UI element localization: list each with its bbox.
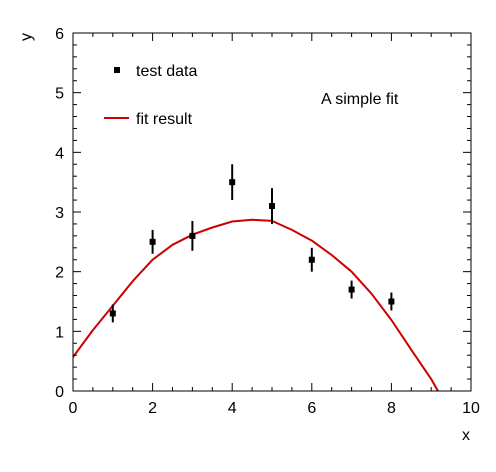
x-tick-label: 10 [462,400,480,417]
y-axis-title: y [18,33,35,41]
x-tick-label: 0 [69,400,78,417]
y-tick-label: 5 [55,86,64,103]
legend-label-test-data: test data [136,63,197,80]
fit-curve [73,218,439,391]
x-tick-label: 2 [148,400,157,417]
y-tick-label: 6 [55,26,64,43]
legend-label-fit-result: fit result [136,111,193,128]
x-axis-title: x [462,427,470,444]
legend-marker-test-data [114,67,120,73]
data-point [149,238,156,245]
y-tick-label: 2 [55,265,64,282]
data-point [269,203,275,210]
x-tick-label: 6 [307,400,316,417]
y-tick-label: 4 [55,145,64,162]
legend: test data fit result [104,63,197,128]
y-tick-label: 3 [55,205,64,222]
x-tick-label: 4 [228,400,237,417]
x-tick-label: 8 [387,400,396,417]
data-point [388,298,395,305]
data-point [308,256,315,263]
tick-group: 0 2 4 6 8 10 0 1 2 3 4 5 6 [55,26,480,417]
data-point [348,286,355,293]
plot-content [73,164,439,391]
y-tick-label: 0 [55,384,64,401]
data-point [229,179,236,186]
chart-annotation: A simple fit [321,91,399,108]
y-tick-label: 1 [55,324,64,341]
data-point [189,232,196,239]
data-point [109,310,116,317]
